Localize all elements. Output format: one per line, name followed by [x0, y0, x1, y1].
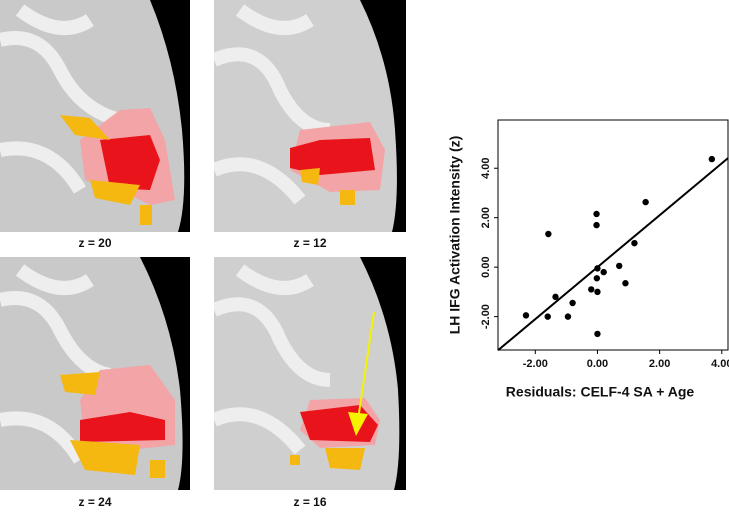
brain-slice — [0, 257, 190, 490]
y-tick-label: -2.00 — [480, 304, 492, 329]
data-point — [600, 268, 607, 276]
x-tick-label: 4.00 — [711, 358, 729, 370]
data-point — [593, 221, 600, 229]
data-point — [622, 280, 629, 287]
data-point — [588, 286, 595, 293]
plot-frame — [497, 119, 729, 351]
data-point — [593, 210, 600, 218]
x-tick-label: -2.00 — [523, 358, 548, 370]
data-point — [545, 230, 552, 238]
data-point — [594, 288, 601, 296]
y-tick-label: 4.00 — [480, 158, 492, 179]
data-point — [593, 275, 601, 282]
y-tick-label: 0.00 — [480, 256, 492, 277]
data-point — [522, 312, 530, 319]
x-tick-label: 0.00 — [587, 358, 608, 370]
data-point — [708, 155, 716, 163]
data-point — [552, 293, 559, 301]
x-tick-label: 2.00 — [649, 358, 670, 370]
data-point — [544, 313, 551, 320]
panel-label: z = 20 — [78, 236, 111, 250]
y-axis-label: LH IFG Activation Intensity (z) — [447, 136, 463, 335]
x-axis-label: Residuals: CELF-4 SA + Age — [506, 384, 695, 400]
data-point — [569, 299, 576, 307]
data-point — [616, 262, 623, 270]
y-tick-label: 2.00 — [480, 207, 492, 228]
data-point — [594, 330, 601, 338]
data-point — [631, 239, 638, 247]
data-point — [594, 265, 601, 272]
fit-line — [497, 157, 729, 352]
panel-label: z = 24 — [78, 495, 111, 509]
panel-label: z = 16 — [293, 495, 326, 509]
brain-slice — [0, 0, 190, 232]
data-point — [564, 313, 572, 320]
brain-slice — [214, 257, 406, 490]
brain-slice — [214, 0, 406, 232]
panel-label: z = 12 — [293, 236, 326, 250]
data-point — [642, 198, 649, 206]
